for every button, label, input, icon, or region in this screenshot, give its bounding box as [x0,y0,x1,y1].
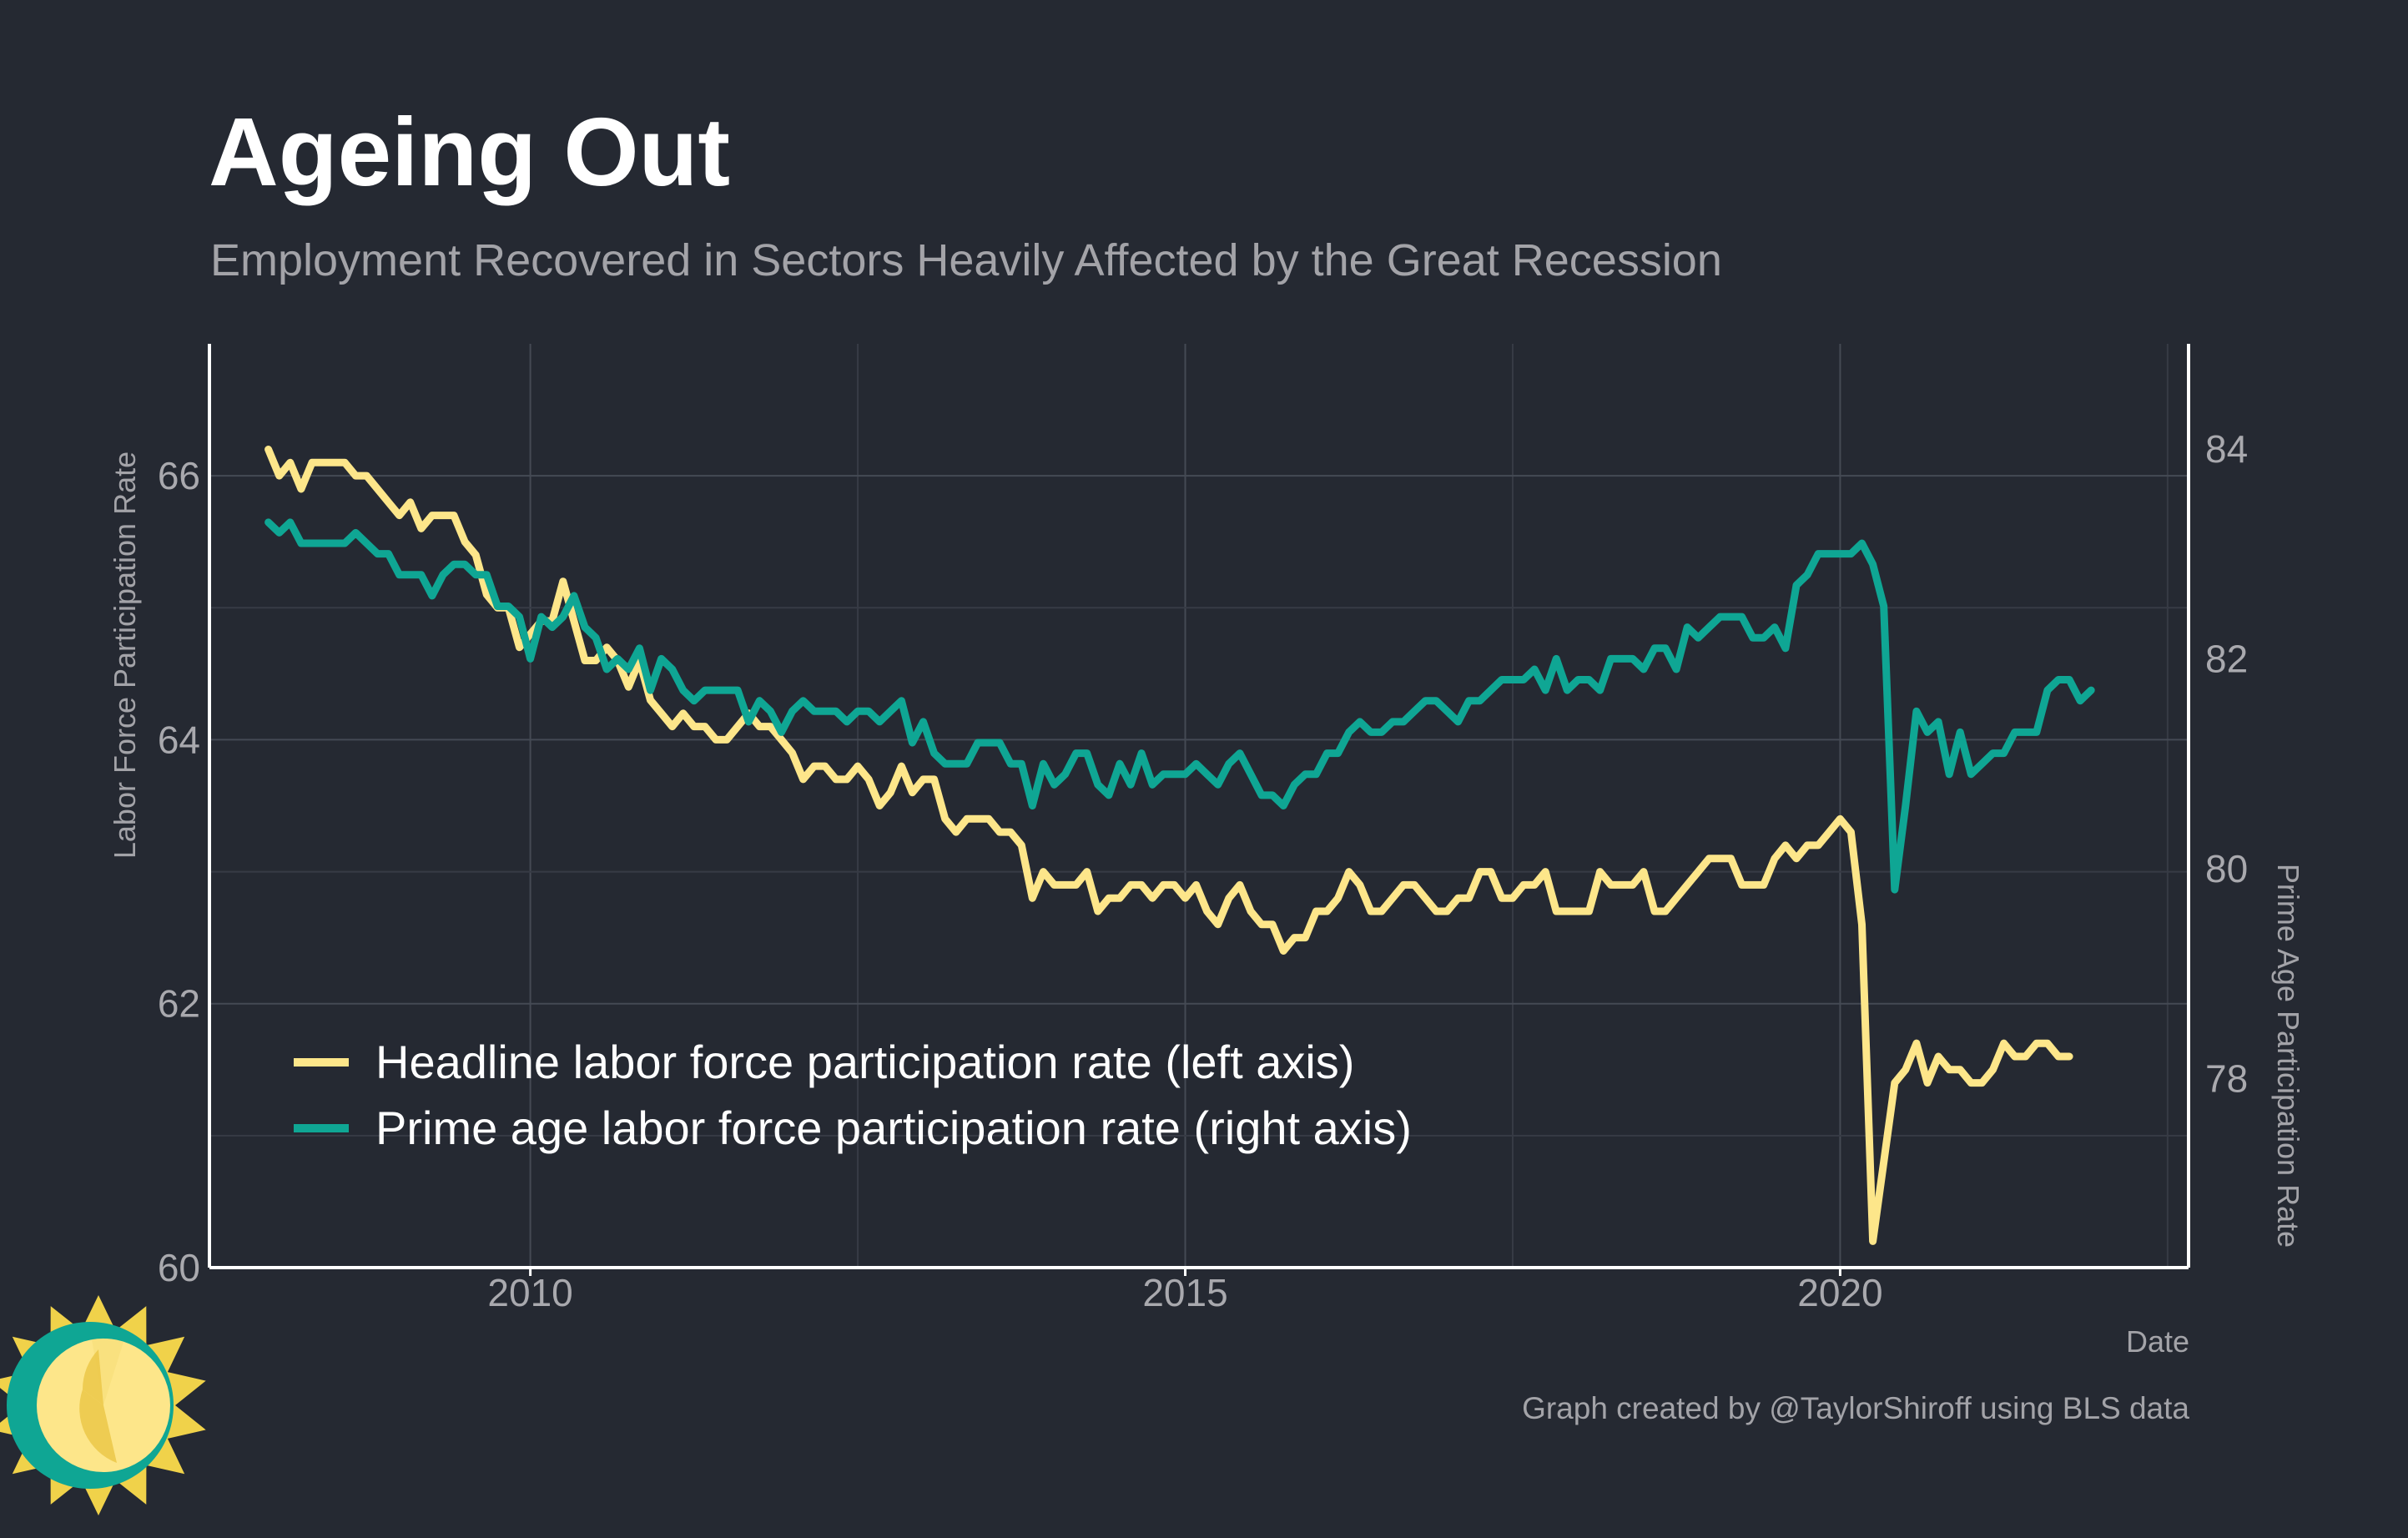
chart-subtitle: Employment Recovered in Sectors Heavily … [210,235,1722,285]
source-caption: Graph created by @TaylorShiroff using BL… [1522,1391,2189,1425]
y2-tick-label: 78 [2205,1057,2248,1101]
y2-tick-label: 84 [2205,427,2248,471]
x-tick-label: 2010 [487,1271,572,1314]
x-tick-label: 2020 [1797,1271,1882,1314]
x-axis-ticks: 2010 2015 2020 [487,1268,1883,1314]
sun-logo [0,1295,206,1515]
x-tick-label: 2015 [1142,1271,1227,1314]
legend-label-headline: Headline labor force participation rate … [375,1036,1354,1088]
legend: Headline labor force participation rate … [294,1036,1412,1154]
y2-tick-label: 80 [2205,847,2248,890]
y-tick-label: 64 [158,718,200,761]
y-tick-label: 62 [158,982,200,1026]
y-axis-title: Labor Force Participation Rate [108,451,142,859]
legend-label-prime-age: Prime age labor force participation rate… [375,1102,1412,1154]
gridlines [209,344,2189,1268]
prime-age-series-line [264,518,2095,894]
chart-title: Ageing Out [209,98,730,206]
right-y-axis-ticks: 78 80 82 84 [2205,427,2248,1101]
y2-axis-title: Prime Age Participation Rate [2271,864,2305,1248]
y2-tick-label: 82 [2205,637,2248,680]
series-lines [264,446,2095,1245]
y-tick-label: 66 [158,454,200,497]
x-axis-title: Date [2126,1324,2189,1359]
left-y-axis-ticks: 60 62 64 66 [158,454,200,1289]
y-tick-label: 60 [158,1246,200,1289]
